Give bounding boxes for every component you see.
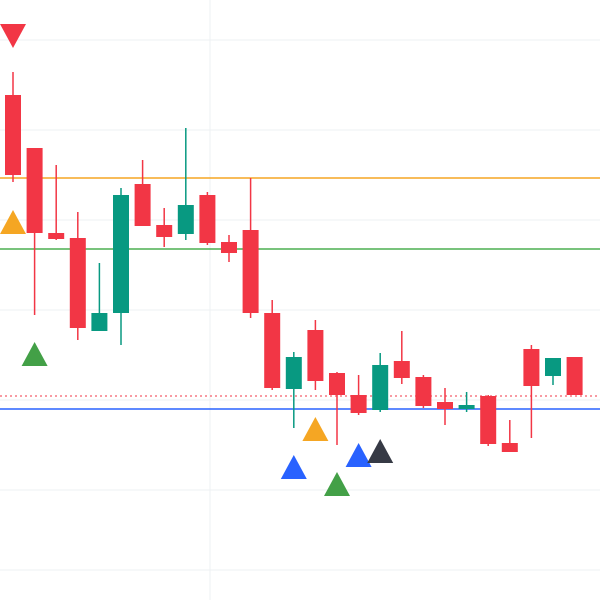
candle-body [242, 230, 259, 313]
signal-marker [367, 439, 394, 463]
signal-marker [324, 472, 350, 496]
signal-marker [0, 24, 26, 48]
signal-marker [21, 342, 48, 366]
candle-body [285, 357, 302, 389]
candle-body [134, 184, 151, 226]
signal-marker [302, 417, 329, 441]
candle-body [26, 148, 43, 233]
candle-body [48, 233, 65, 239]
signal-marker [0, 210, 26, 234]
candle-body [156, 225, 173, 237]
candle-body [566, 357, 583, 395]
candle-body [545, 358, 561, 376]
candle-body [480, 396, 497, 444]
signal-marker [280, 455, 307, 479]
candle-body [91, 313, 108, 331]
candle-body [199, 195, 216, 243]
candle-body [69, 238, 86, 328]
candle-body [264, 313, 281, 388]
candle-body [437, 402, 453, 409]
candle-body [415, 377, 432, 406]
signal-marker [345, 443, 372, 467]
candle-body [458, 405, 475, 409]
candle-body [5, 95, 21, 175]
candle-body [372, 365, 389, 410]
candle-body [221, 242, 237, 253]
candle-body [350, 395, 367, 413]
candle-body [329, 373, 345, 395]
candle-body [177, 205, 194, 234]
candle-body [307, 330, 324, 381]
candle-body [113, 195, 129, 313]
candle-body [393, 361, 410, 378]
candle-body [523, 349, 540, 386]
candle-body [501, 443, 518, 452]
